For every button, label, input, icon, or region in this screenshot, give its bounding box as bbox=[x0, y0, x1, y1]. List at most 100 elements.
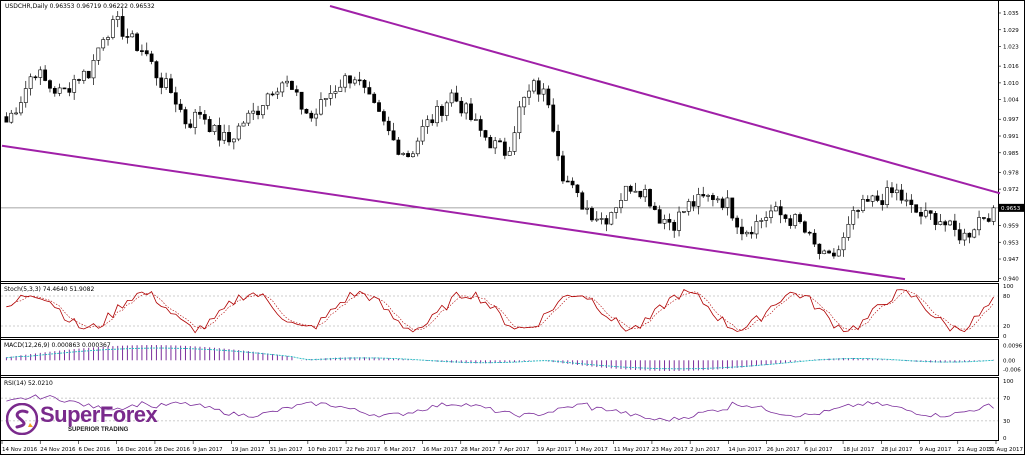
candle-up bbox=[328, 93, 333, 99]
candle-down bbox=[120, 16, 125, 37]
candle-up bbox=[764, 217, 769, 221]
date-tick-label: 9 Aug 2017 bbox=[920, 447, 952, 453]
candle-down bbox=[377, 102, 381, 112]
candle-up bbox=[130, 33, 135, 38]
candle-up bbox=[793, 214, 798, 226]
price-tick-label: 1.029 bbox=[1003, 28, 1019, 34]
trendline bbox=[1, 144, 906, 281]
candle-down bbox=[551, 104, 556, 132]
date-tick-label: 28 Mar 2017 bbox=[461, 447, 496, 453]
candle-down bbox=[933, 213, 938, 225]
candle-up bbox=[677, 211, 681, 231]
candle-down bbox=[227, 132, 231, 143]
candle-up bbox=[260, 105, 265, 116]
rsi-tick-label: 70 bbox=[1003, 396, 1010, 402]
candle-down bbox=[357, 79, 362, 82]
candle-down bbox=[638, 190, 643, 198]
price-tick-label: 0.978 bbox=[1003, 170, 1019, 176]
candle-down bbox=[827, 250, 831, 254]
date-tick-label: 6 Jul 2017 bbox=[805, 447, 833, 453]
candle-down bbox=[52, 87, 57, 94]
candle-down bbox=[188, 123, 193, 128]
candle-up bbox=[285, 80, 289, 84]
candle-up bbox=[323, 98, 328, 100]
candle-down bbox=[207, 119, 212, 133]
candle-down bbox=[391, 130, 396, 141]
candle-up bbox=[696, 194, 701, 207]
candle-up bbox=[14, 112, 18, 115]
date-tick-label: 11 May 2017 bbox=[614, 447, 650, 453]
candle-down bbox=[919, 211, 923, 217]
candle-up bbox=[275, 91, 280, 95]
macd-panel bbox=[0, 339, 999, 376]
candle-down bbox=[62, 87, 67, 90]
candle-up bbox=[420, 126, 425, 142]
superforex-logo: SuperForex SUPERIOR TRADING bbox=[4, 400, 158, 440]
candle-up bbox=[493, 140, 498, 149]
candle-down bbox=[396, 139, 401, 155]
candle-up bbox=[110, 19, 115, 38]
candle-down bbox=[575, 184, 580, 194]
candle-down bbox=[880, 200, 885, 205]
macd-header: MACD(12,26,9) 0.000863 0.000367 bbox=[4, 342, 111, 349]
candle-up bbox=[410, 153, 415, 158]
candle-up bbox=[57, 87, 62, 94]
date-tick-label: 21 Aug 2017 bbox=[958, 447, 994, 453]
candle-up bbox=[744, 231, 749, 235]
date-tick-label: 18 Jul 2017 bbox=[843, 447, 875, 453]
stoch-tick-label: 20 bbox=[1003, 324, 1010, 330]
candle-down bbox=[720, 198, 725, 208]
stoch-tick-label: 0 bbox=[1003, 334, 1007, 340]
candle-down bbox=[672, 222, 677, 231]
candle-down bbox=[290, 80, 294, 90]
candle-up bbox=[435, 106, 439, 124]
candle-up bbox=[115, 16, 120, 20]
price-tick-label: 0.972 bbox=[1003, 187, 1019, 193]
candle-down bbox=[469, 103, 473, 120]
rsi-header: RSI(14) 52.0210 bbox=[4, 380, 53, 387]
candle-up bbox=[91, 60, 96, 79]
macd-tick-label: 0.0096 bbox=[1003, 344, 1023, 350]
candle-up bbox=[333, 91, 338, 94]
candle-down bbox=[135, 33, 139, 51]
candle-up bbox=[314, 113, 319, 119]
candle-down bbox=[783, 214, 788, 219]
stochastic-series: 100 80 20 0 bbox=[1, 284, 1014, 340]
rsi-tick-label: 100 bbox=[1003, 379, 1014, 385]
candle-up bbox=[938, 221, 943, 225]
candle-down bbox=[812, 232, 817, 245]
candle-down bbox=[778, 206, 783, 216]
date-tick-label: 6 Dec 2016 bbox=[78, 447, 110, 453]
candle-down bbox=[590, 208, 594, 221]
candle-down bbox=[667, 219, 672, 223]
candle-down bbox=[546, 88, 551, 106]
candle-down bbox=[77, 79, 81, 81]
macd-tick-label: 0.00 bbox=[1003, 358, 1016, 364]
candle-up bbox=[822, 250, 827, 254]
date-tick-label: 6 Mar 2017 bbox=[384, 447, 416, 453]
candle-down bbox=[488, 137, 493, 149]
candlestick-series bbox=[4, 8, 996, 260]
candle-down bbox=[309, 112, 314, 119]
candle-up bbox=[319, 99, 323, 115]
candle-up bbox=[343, 75, 348, 88]
candle-down bbox=[628, 185, 633, 192]
date-axis: 14 Nov 2016 24 Nov 2016 6 Dec 2016 16 Dec 2… bbox=[1, 441, 1024, 453]
candle-up bbox=[623, 185, 628, 201]
candle-down bbox=[67, 88, 72, 93]
candle-up bbox=[222, 132, 227, 141]
macd-series: 0.0096 0.00 -0.006 bbox=[5, 344, 1023, 373]
candle-up bbox=[236, 125, 241, 140]
candle-up bbox=[9, 112, 14, 123]
candle-down bbox=[125, 36, 130, 38]
date-tick-label: 31 Aug 2017 bbox=[988, 447, 1024, 453]
price-tick-label: 0.953 bbox=[1003, 240, 1019, 246]
candle-down bbox=[144, 50, 149, 55]
candle-up bbox=[265, 93, 270, 106]
candle-down bbox=[430, 119, 435, 124]
trendline bbox=[329, 5, 1001, 195]
candle-down bbox=[270, 93, 275, 96]
candle-down bbox=[502, 141, 507, 156]
candle-down bbox=[406, 153, 410, 158]
